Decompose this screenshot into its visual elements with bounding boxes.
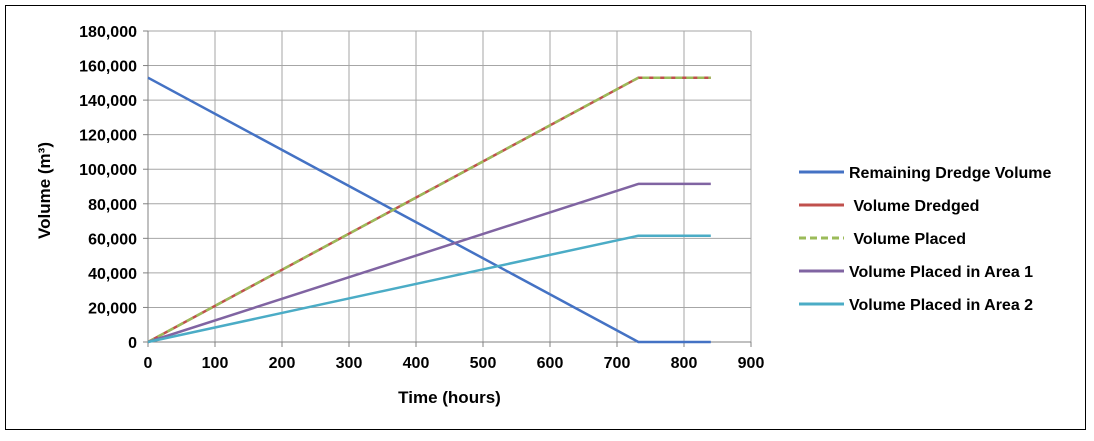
y-tick-label: 180,000: [79, 24, 137, 41]
y-tick-label: 0: [128, 335, 137, 352]
y-tick-label: 80,000: [88, 197, 137, 214]
y-tick-label: 160,000: [79, 59, 137, 76]
x-tick-label: 300: [336, 355, 363, 372]
x-axis-title: Time (hours): [398, 388, 501, 407]
y-tick-label: 20,000: [88, 300, 137, 317]
x-tick-label: 200: [269, 355, 296, 372]
legend-label: Volume Dredged: [849, 198, 979, 215]
series-line-3: [147, 76, 711, 344]
x-tick-label: 400: [403, 355, 430, 372]
x-tick-label: 600: [537, 355, 564, 372]
series-line-4: [147, 182, 711, 344]
legend-label: Remaining Dredge Volume: [849, 165, 1052, 182]
y-tick-label: 120,000: [79, 128, 137, 145]
x-tick-label: 0: [144, 355, 153, 372]
chart-frame: 0 20,000 40,000 60,000 80,000 100,000 120,000 1…: [5, 5, 1086, 430]
legend-label: Volume Placed: [849, 231, 966, 248]
grid: [148, 30, 752, 342]
series-line-5: [147, 234, 711, 344]
x-tick-label: 500: [470, 355, 497, 372]
series-line-1: [147, 76, 711, 344]
legend-label: Volume Placed in Area 2: [849, 297, 1033, 314]
y-tick-labels: 0 20,000 40,000 60,000 80,000 100,000 120,000 1…: [79, 24, 137, 352]
y-tick-label: 40,000: [88, 266, 137, 283]
x-tick-label: 100: [202, 355, 229, 372]
y-tick-label: 100,000: [79, 162, 137, 179]
series-lines: [147, 76, 711, 344]
legend-label: Volume Placed in Area 1: [849, 264, 1033, 281]
y-axis-title: Volume (m³): [35, 142, 54, 239]
line-chart: 0 20,000 40,000 60,000 80,000 100,000 120,000 1…: [35, 24, 1052, 407]
y-tick-label: 140,000: [79, 93, 137, 110]
x-tick-labels: 0 100 200 300 400 500 600 700 800 900: [144, 355, 765, 372]
legend: Remaining Dredge Volume Volume Dredged V…: [799, 165, 1052, 314]
x-tick-label: 800: [671, 355, 698, 372]
y-tick-label: 60,000: [88, 231, 137, 248]
series-line-2: [147, 76, 711, 344]
x-tick-label: 900: [738, 355, 765, 372]
x-tick-label: 700: [604, 355, 631, 372]
